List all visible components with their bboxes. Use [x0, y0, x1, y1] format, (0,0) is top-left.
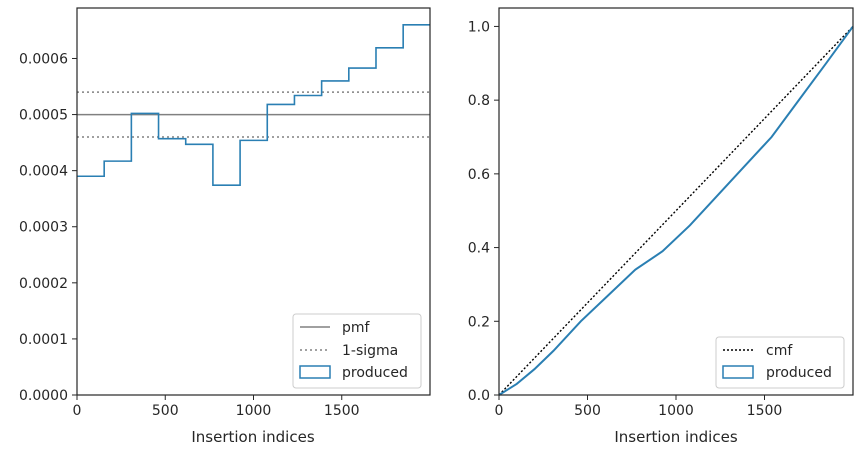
legend-produced-swatch-right	[722, 365, 754, 379]
l-y-tick-label: 0.0003	[19, 220, 68, 236]
right-x-axis-label: Insertion indices	[614, 428, 737, 446]
l-y-tick-label: 0.0004	[19, 164, 68, 180]
r-y-tick-label: 1.0	[468, 19, 490, 35]
r-y-tick-label: 0.6	[468, 167, 490, 183]
left-legend: pmf 1-sigma produced	[292, 313, 422, 389]
left-chart: 0 500 1000 1500 0.0000 0.0001 0.0002 0.0003 0.0…	[19, 7, 431, 446]
l-x-tick-label: 1500	[324, 403, 360, 419]
left-x-axis-label: Insertion indices	[191, 428, 314, 446]
legend-1-sigma-label: 1-sigma	[342, 343, 398, 359]
l-y-tick-label: 0.0000	[19, 388, 68, 404]
right-legend: cmf produced	[715, 336, 845, 389]
right-chart: 0 500 1000 1500 0.0 0.2 0.4 0.6 0.8 1.0 Insertio…	[468, 7, 854, 446]
l-x-tick-label: 1000	[236, 403, 272, 419]
r-x-tick-label: 1000	[658, 403, 694, 419]
l-y-tick-label: 0.0006	[19, 51, 68, 67]
legend-produced-swatch	[299, 365, 331, 379]
l-y-tick-label: 0.0001	[19, 332, 68, 348]
legend-cmf-label: cmf	[766, 343, 793, 359]
legend-pmf-label: pmf	[342, 320, 371, 336]
l-y-tick-label: 0.0005	[19, 108, 68, 124]
produced-histogram-step	[77, 24, 430, 187]
r-y-tick-label: 0.4	[468, 241, 490, 257]
r-x-tick-label: 0	[495, 403, 504, 419]
r-x-tick-label: 500	[574, 403, 601, 419]
l-x-tick-label: 500	[152, 403, 179, 419]
r-y-tick-label: 0.0	[468, 388, 490, 404]
l-x-tick-label: 0	[73, 403, 82, 419]
legend-produced-label-right: produced	[766, 365, 832, 381]
r-y-tick-label: 0.8	[468, 93, 490, 109]
r-y-tick-label: 0.2	[468, 314, 490, 330]
cmf-line	[498, 25, 854, 396]
r-x-tick-label: 1500	[747, 403, 783, 419]
left-legend-box	[292, 313, 422, 389]
produced-cumulative-line	[498, 25, 854, 396]
l-y-tick-label: 0.0002	[19, 276, 68, 292]
legend-produced-label: produced	[342, 365, 408, 381]
